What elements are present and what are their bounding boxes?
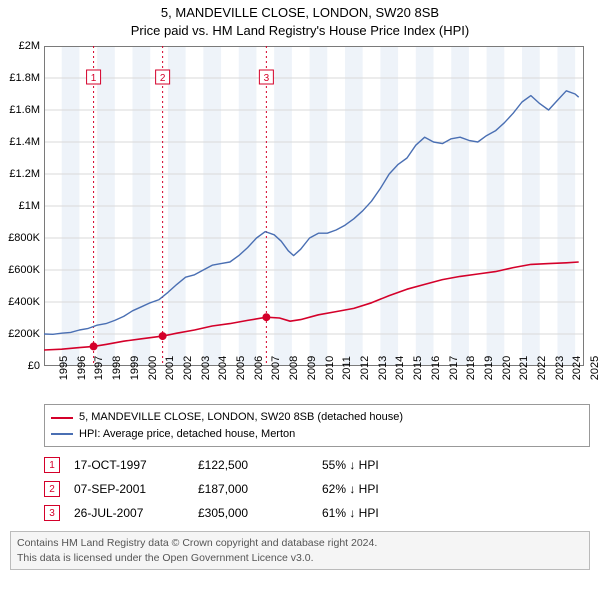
chart-plot: 123 £0£200K£400K£600K£800K£1M£1.2M£1.4M£… xyxy=(44,46,590,366)
title-line2: Price paid vs. HM Land Registry's House … xyxy=(0,22,600,40)
y-tick-label: £600K xyxy=(8,264,40,276)
event-pct: 55% ↓ HPI xyxy=(322,458,379,472)
event-marker: 2 xyxy=(44,481,60,497)
attribution-line2: This data is licensed under the Open Gov… xyxy=(17,551,583,565)
legend-row: 5, MANDEVILLE CLOSE, LONDON, SW20 8SB (d… xyxy=(51,409,583,426)
legend: 5, MANDEVILLE CLOSE, LONDON, SW20 8SB (d… xyxy=(44,404,590,447)
y-tick-label: £200K xyxy=(8,328,40,340)
event-date: 26-JUL-2007 xyxy=(74,506,184,520)
legend-label: HPI: Average price, detached house, Mert… xyxy=(79,426,295,443)
event-price: £122,500 xyxy=(198,458,308,472)
event-table: 1 17-OCT-1997 £122,500 55% ↓ HPI 2 07-SEP-200… xyxy=(44,455,590,527)
event-pct: 61% ↓ HPI xyxy=(322,506,379,520)
attribution-line1: Contains HM Land Registry data © Crown c… xyxy=(17,536,583,550)
legend-label: 5, MANDEVILLE CLOSE, LONDON, SW20 8SB (d… xyxy=(79,409,403,426)
event-row: 1 17-OCT-1997 £122,500 55% ↓ HPI xyxy=(44,455,590,479)
svg-text:1: 1 xyxy=(91,73,97,84)
event-marker: 3 xyxy=(44,505,60,521)
x-tick-label: 2025 xyxy=(575,356,600,380)
event-marker: 1 xyxy=(44,457,60,473)
y-tick-label: £1.4M xyxy=(9,136,40,148)
y-tick-label: £1.8M xyxy=(9,72,40,84)
event-price: £187,000 xyxy=(198,482,308,496)
y-tick-label: £0 xyxy=(28,360,40,372)
legend-swatch xyxy=(51,433,73,435)
legend-swatch xyxy=(51,417,73,419)
event-price: £305,000 xyxy=(198,506,308,520)
y-tick-label: £1.6M xyxy=(9,104,40,116)
attribution: Contains HM Land Registry data © Crown c… xyxy=(10,531,590,569)
svg-text:2: 2 xyxy=(160,73,166,84)
y-tick-label: £800K xyxy=(8,232,40,244)
event-date: 07-SEP-2001 xyxy=(74,482,184,496)
event-row: 2 07-SEP-2001 £187,000 62% ↓ HPI xyxy=(44,479,590,503)
y-tick-label: £1.2M xyxy=(9,168,40,180)
y-tick-label: £400K xyxy=(8,296,40,308)
event-date: 17-OCT-1997 xyxy=(74,458,184,472)
y-tick-label: £1M xyxy=(19,200,40,212)
svg-text:3: 3 xyxy=(264,73,270,84)
chart-svg: 1 2 3 xyxy=(44,46,584,366)
event-pct: 62% ↓ HPI xyxy=(322,482,379,496)
y-tick-label: £2M xyxy=(19,40,40,52)
title-line1: 5, MANDEVILLE CLOSE, LONDON, SW20 8SB xyxy=(0,4,600,22)
event-row: 3 26-JUL-2007 £305,000 61% ↓ HPI xyxy=(44,503,590,527)
legend-row: HPI: Average price, detached house, Mert… xyxy=(51,426,583,443)
